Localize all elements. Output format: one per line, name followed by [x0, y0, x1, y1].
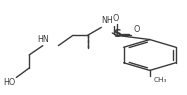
- Text: HN: HN: [37, 35, 49, 44]
- Text: CH₃: CH₃: [153, 77, 167, 83]
- Text: NH: NH: [101, 16, 113, 25]
- Text: O: O: [113, 14, 119, 23]
- Text: HO: HO: [3, 78, 15, 87]
- Text: S: S: [113, 29, 121, 39]
- Text: O: O: [133, 25, 140, 34]
